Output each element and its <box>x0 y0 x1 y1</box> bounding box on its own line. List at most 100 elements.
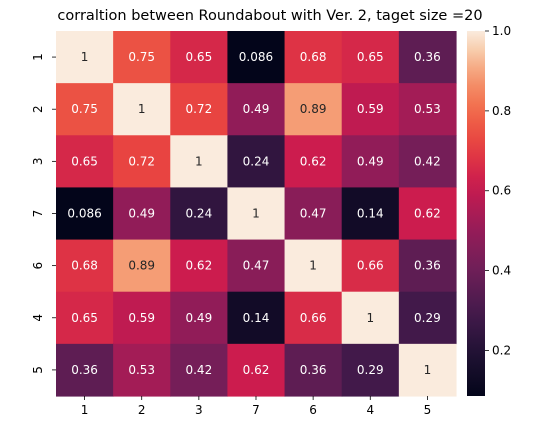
cell-value-label: 0.14 <box>357 206 384 220</box>
x-tick-label: 1 <box>81 403 89 417</box>
heatmap-cell <box>227 83 286 136</box>
heatmap-cell <box>56 31 114 84</box>
heatmap-cell <box>227 239 286 293</box>
cell-value-label: 0.72 <box>128 154 155 168</box>
colorbar <box>467 31 485 396</box>
x-tick-label: 4 <box>366 403 374 417</box>
cell-value-label: 0.65 <box>71 311 98 325</box>
cell-value-label: 0.49 <box>357 154 384 168</box>
colorbar-ticks: 0.2 0.4 0.6 0.8 1.0 <box>485 24 511 357</box>
heatmap-cell <box>113 187 171 241</box>
heatmap-cell <box>227 187 286 241</box>
cell-value-label: 0.62 <box>243 363 270 377</box>
heatmap-cell <box>341 187 400 241</box>
cell-value-label: 0.29 <box>357 363 384 377</box>
cell-value-label: 0.65 <box>357 50 384 64</box>
cell-value-label: 0.36 <box>300 363 327 377</box>
colorbar-tick-label: 0.8 <box>492 104 511 118</box>
heatmap-cell <box>56 135 114 189</box>
cell-value-label: 0.75 <box>71 102 98 116</box>
cell-value-label: 0.62 <box>185 259 212 273</box>
cell-value-label: 0.59 <box>128 311 155 325</box>
cell-value-label: 0.086 <box>67 206 101 220</box>
cell-value-label: 0.36 <box>414 50 441 64</box>
x-tick-label: 2 <box>138 403 146 417</box>
cell-value-label: 0.42 <box>414 154 441 168</box>
colorbar-tick-label: 0.2 <box>492 343 511 357</box>
x-tick-label: 6 <box>309 403 317 417</box>
heatmap-cell <box>170 239 229 293</box>
heatmap-cell <box>56 291 114 345</box>
colorbar-tick-label: 1.0 <box>492 24 511 38</box>
cell-value-label: 0.36 <box>71 363 98 377</box>
cell-value-label: 0.14 <box>243 311 270 325</box>
cell-value-label: 0.89 <box>128 259 155 273</box>
y-tick-label: 1 <box>31 53 45 61</box>
heatmap-cell <box>284 83 343 136</box>
heatmap-cell <box>284 31 343 84</box>
heatmap-cell <box>56 187 114 241</box>
heatmap-cell <box>170 135 229 189</box>
cell-value-label: 1 <box>366 311 374 325</box>
cell-value-label: 0.65 <box>71 154 98 168</box>
cell-value-label: 0.89 <box>300 102 327 116</box>
cell-value-label: 0.49 <box>185 311 212 325</box>
cell-value-label: 0.086 <box>239 50 273 64</box>
cell-value-label: 0.53 <box>128 363 155 377</box>
cell-value-label: 0.42 <box>185 363 212 377</box>
cell-value-label: 0.66 <box>300 311 327 325</box>
heatmap-cell <box>113 83 171 136</box>
cell-value-label: 1 <box>252 206 260 220</box>
cell-value-label: 0.75 <box>128 50 155 64</box>
heatmap-cell <box>170 343 229 397</box>
heatmap-cell <box>113 31 171 84</box>
heatmap-cell <box>113 239 171 293</box>
cell-value-label: 0.36 <box>414 259 441 273</box>
x-tick-label: 5 <box>424 403 432 417</box>
cell-value-label: 1 <box>195 154 203 168</box>
heatmap-cell <box>170 31 229 84</box>
cell-value-label: 0.66 <box>357 259 384 273</box>
cell-value-label: 1 <box>309 259 317 273</box>
cell-value-label: 0.53 <box>414 102 441 116</box>
heatmap-cell <box>341 135 400 189</box>
heatmap-cell <box>341 31 400 84</box>
heatmap-cell <box>398 31 457 84</box>
cell-value-label: 0.68 <box>300 50 327 64</box>
cell-value-label: 0.59 <box>357 102 384 116</box>
colorbar-tick-label: 0.4 <box>492 264 511 278</box>
heatmap-cell <box>398 187 457 241</box>
y-tick-label: 7 <box>31 210 45 218</box>
x-axis: 1 2 3 7 6 4 5 <box>81 395 432 417</box>
y-tick-label: 4 <box>31 314 45 322</box>
y-tick-label: 5 <box>31 366 45 374</box>
heatmap-cell <box>56 239 114 293</box>
heatmap-cell <box>56 343 114 397</box>
heatmap-cell <box>170 187 229 241</box>
heatmap-cell <box>284 187 343 241</box>
chart-title: corraltion between Roundabout with Ver. … <box>57 8 482 24</box>
heatmap-cell <box>284 239 343 293</box>
heatmap-cell <box>113 291 171 345</box>
colorbar-tick-label: 0.6 <box>492 184 511 198</box>
heatmap-cell <box>113 343 171 397</box>
heatmap-cell <box>398 135 457 189</box>
cell-value-label: 0.24 <box>243 154 270 168</box>
heatmap-cell <box>284 135 343 189</box>
heatmap-cells: 1 0.75 0.65 0.086 0.68 0.65 0.36 0.75 1 0.72 0.49 0… <box>56 31 457 397</box>
heatmap-cell <box>398 239 457 293</box>
y-tick-label: 2 <box>31 105 45 113</box>
heatmap-cell <box>398 291 457 345</box>
heatmap-cell <box>227 343 286 397</box>
heatmap-cell <box>227 291 286 345</box>
heatmap-cell <box>341 239 400 293</box>
heatmap-cell <box>341 291 400 345</box>
heatmap-cell <box>56 83 114 136</box>
heatmap-cell <box>170 291 229 345</box>
cell-value-label: 0.24 <box>185 206 212 220</box>
heatmap-cell <box>341 83 400 136</box>
cell-value-label: 0.65 <box>185 50 212 64</box>
heatmap-cell <box>284 343 343 397</box>
cell-value-label: 0.29 <box>414 311 441 325</box>
